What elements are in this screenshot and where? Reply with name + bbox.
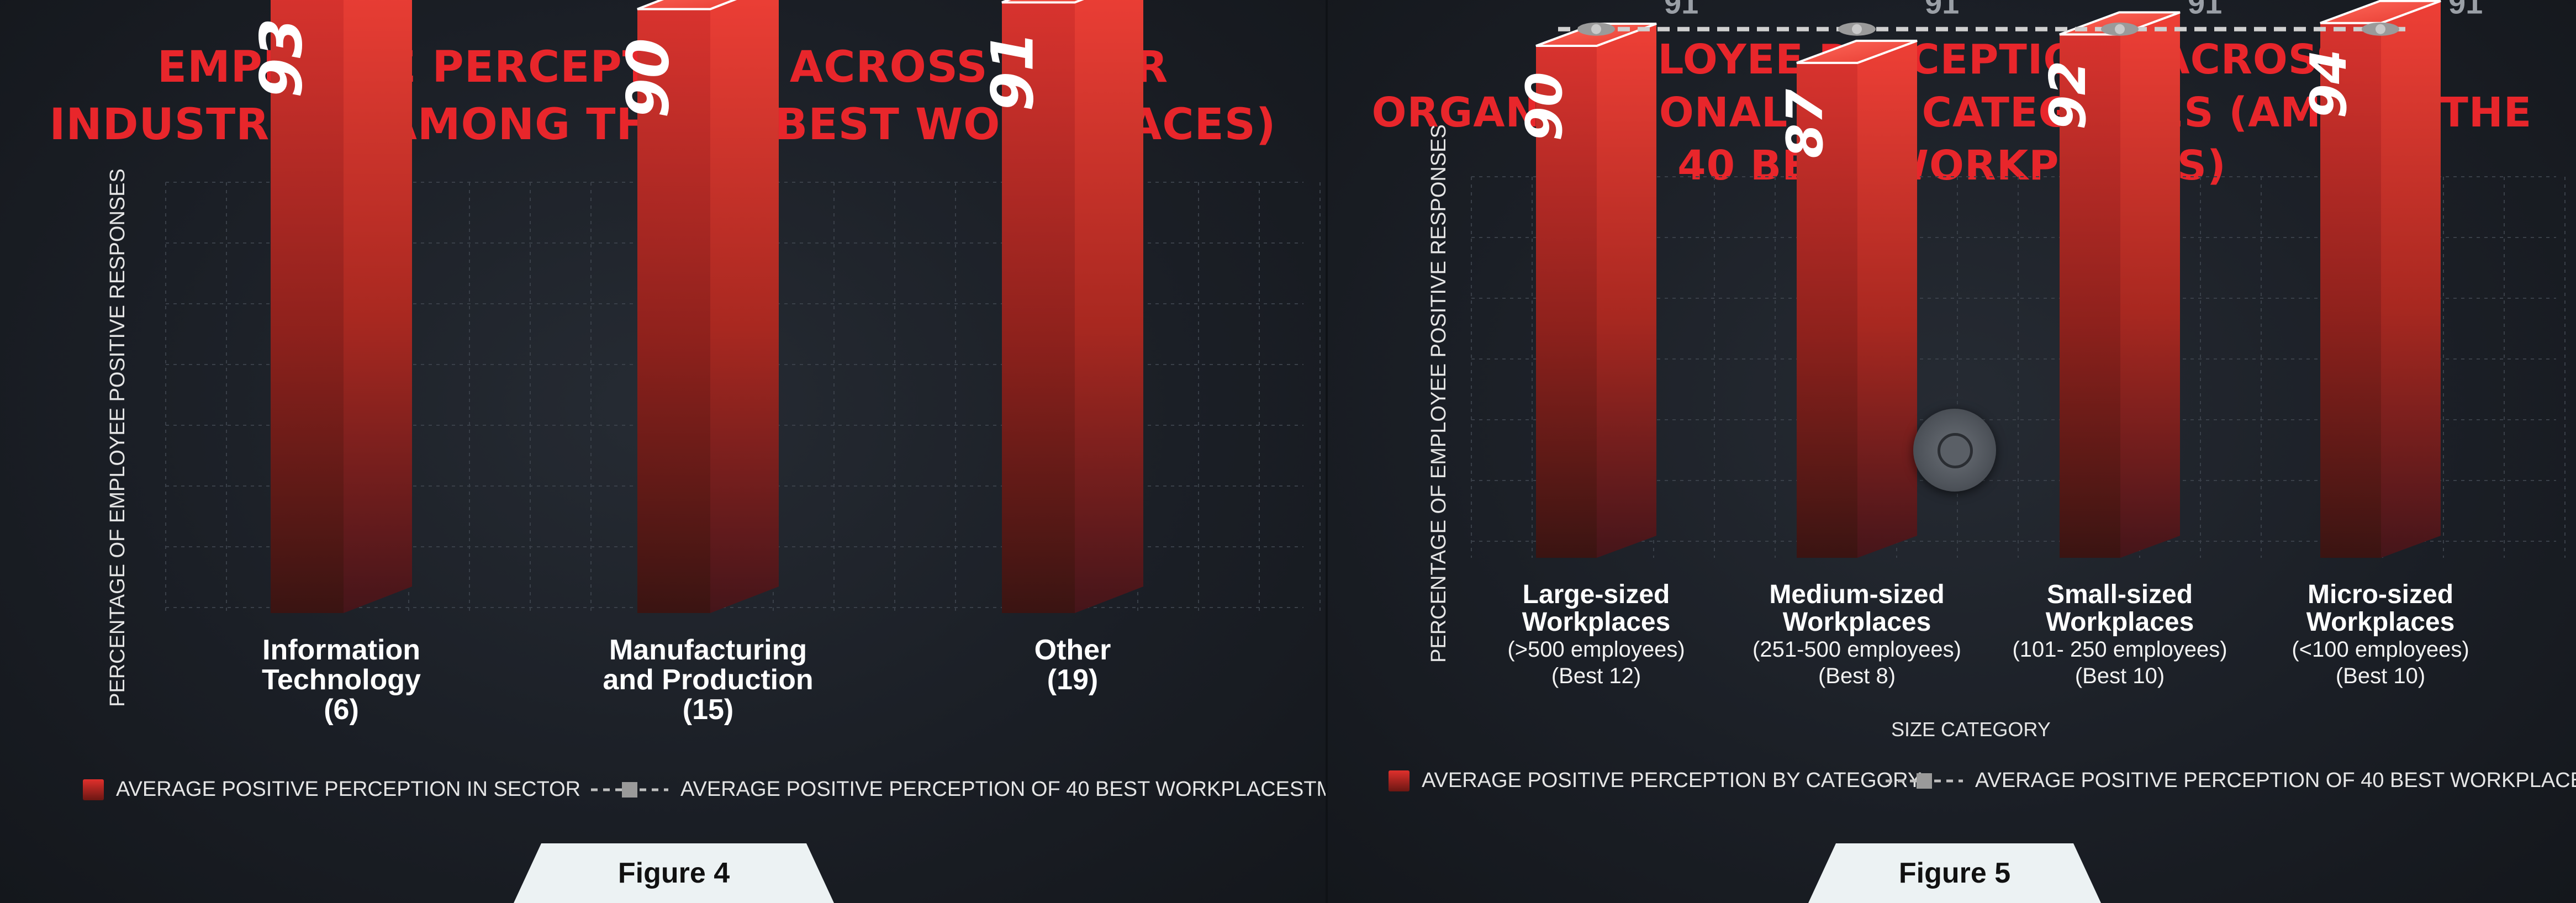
bar-front-face xyxy=(2320,23,2381,558)
legend-item-sector: AVERAGE POSITIVE PERCEPTION IN SECTOR xyxy=(83,778,580,801)
average-value-label: 91 xyxy=(2448,0,2483,20)
y-axis-label: PERCENTAGE OF EMPLOYEE POSITIVE RESPONSE… xyxy=(1427,124,1450,663)
figure-tab[interactable]: Figure 5 xyxy=(1808,843,2101,903)
bar-side-face xyxy=(1597,24,1656,558)
bar-front-face xyxy=(1797,62,1857,558)
legend-item-category: AVERAGE POSITIVE PERCEPTION BY CATEGORY xyxy=(1389,769,1922,793)
legend-dashed-line-icon xyxy=(1886,773,1963,789)
bar-top-face xyxy=(1796,39,1918,64)
bar-front-face xyxy=(1002,2,1075,614)
bar-side-face xyxy=(344,0,412,613)
category-label: Medium-sized Workplaces (251-500 employees… xyxy=(1752,580,1961,689)
average-marker xyxy=(1591,24,1601,34)
category-label: Other (19) xyxy=(1034,634,1111,696)
bar xyxy=(1535,23,1657,558)
x-axis-label: SIZE CATEGORY xyxy=(1891,718,2051,741)
bar-top-face xyxy=(637,0,737,10)
average-marker xyxy=(2115,24,2125,34)
bar xyxy=(637,0,779,613)
bar-side-face xyxy=(1857,40,1917,558)
legend-dashed-line-icon xyxy=(591,781,668,798)
bar-value-label: 92 xyxy=(2039,61,2097,130)
legend-label: AVERAGE POSITIVE PERCEPTION BY CATEGORY xyxy=(1422,769,1922,792)
bar-chart-size-categories: 90 87 92 94 91 91 91 91 xyxy=(1471,0,2566,558)
bar xyxy=(1796,39,1918,558)
bar xyxy=(2320,0,2441,558)
legend-label: AVERAGE POSITIVE PERCEPTION OF 40 BEST W… xyxy=(1975,769,2576,792)
figure-tab[interactable]: Figure 4 xyxy=(514,843,834,903)
bar-side-face xyxy=(2381,1,2441,558)
bar-value-label: 93 xyxy=(247,18,315,98)
bar-front-face xyxy=(637,9,710,613)
category-label: Micro-sized Workplaces (<100 employees) (Be… xyxy=(2292,580,2469,689)
average-value-label: 91 xyxy=(1664,0,1698,20)
bar-side-face xyxy=(2120,12,2180,558)
category-label: Information Technology (6) xyxy=(262,634,421,726)
bar-value-label: 91 xyxy=(979,31,1046,112)
legend-item-average: AVERAGE POSITIVE PERCEPTION OF 40 BEST W… xyxy=(591,778,1326,801)
bar-front-face xyxy=(271,0,344,613)
legend-item-average: AVERAGE POSITIVE PERCEPTION OF 40 BEST W… xyxy=(1886,769,2576,793)
category-label: Small-sized Workplaces (101- 250 employees… xyxy=(2012,580,2227,689)
y-axis-label: PERCENTAGE OF EMPLOYEE POSITIVE RESPONSE… xyxy=(106,168,129,707)
bar xyxy=(2059,11,2181,558)
average-value-label: 91 xyxy=(2188,0,2222,20)
bar-front-face xyxy=(1536,46,1597,558)
bar xyxy=(1001,0,1143,614)
average-marker xyxy=(1852,24,1862,34)
bar-top-face xyxy=(1001,0,1084,4)
bar-side-face xyxy=(710,0,779,613)
category-label: Large-sized Workplaces (>500 employees) (Be… xyxy=(1507,580,1685,689)
chart-panel-size-categories: EMPLOYEE PERCEPTIONS ACROSS ORGANISATION… xyxy=(1326,0,2576,903)
scroll-knob-icon[interactable] xyxy=(1913,409,1996,492)
legend-label: AVERAGE POSITIVE PERCEPTION OF 40 BEST W… xyxy=(680,778,1326,801)
category-label: Manufacturing and Production (15) xyxy=(603,634,814,726)
average-value-label: 91 xyxy=(1925,0,1959,20)
legend-swatch-bar xyxy=(1389,770,1410,791)
chart-panel-industries: EMPLOYEE PERCEPTIONS ACROSS MAJOR INDUST… xyxy=(0,0,1326,903)
average-marker xyxy=(2376,24,2385,34)
bar xyxy=(271,0,412,613)
bar-value-label: 90 xyxy=(614,38,682,118)
bar-front-face xyxy=(2060,34,2120,558)
bar-value-label: 94 xyxy=(2300,49,2358,118)
legend-label: AVERAGE POSITIVE PERCEPTION IN SECTOR xyxy=(116,778,581,801)
bar-value-label: 87 xyxy=(1776,89,1834,159)
bar-chart-industries: 939091919191 xyxy=(165,0,1321,614)
bar-value-label: 90 xyxy=(1516,72,1574,141)
bar-top-face xyxy=(2320,0,2441,24)
legend-swatch-bar xyxy=(83,779,104,800)
bar-side-face xyxy=(1075,0,1143,613)
